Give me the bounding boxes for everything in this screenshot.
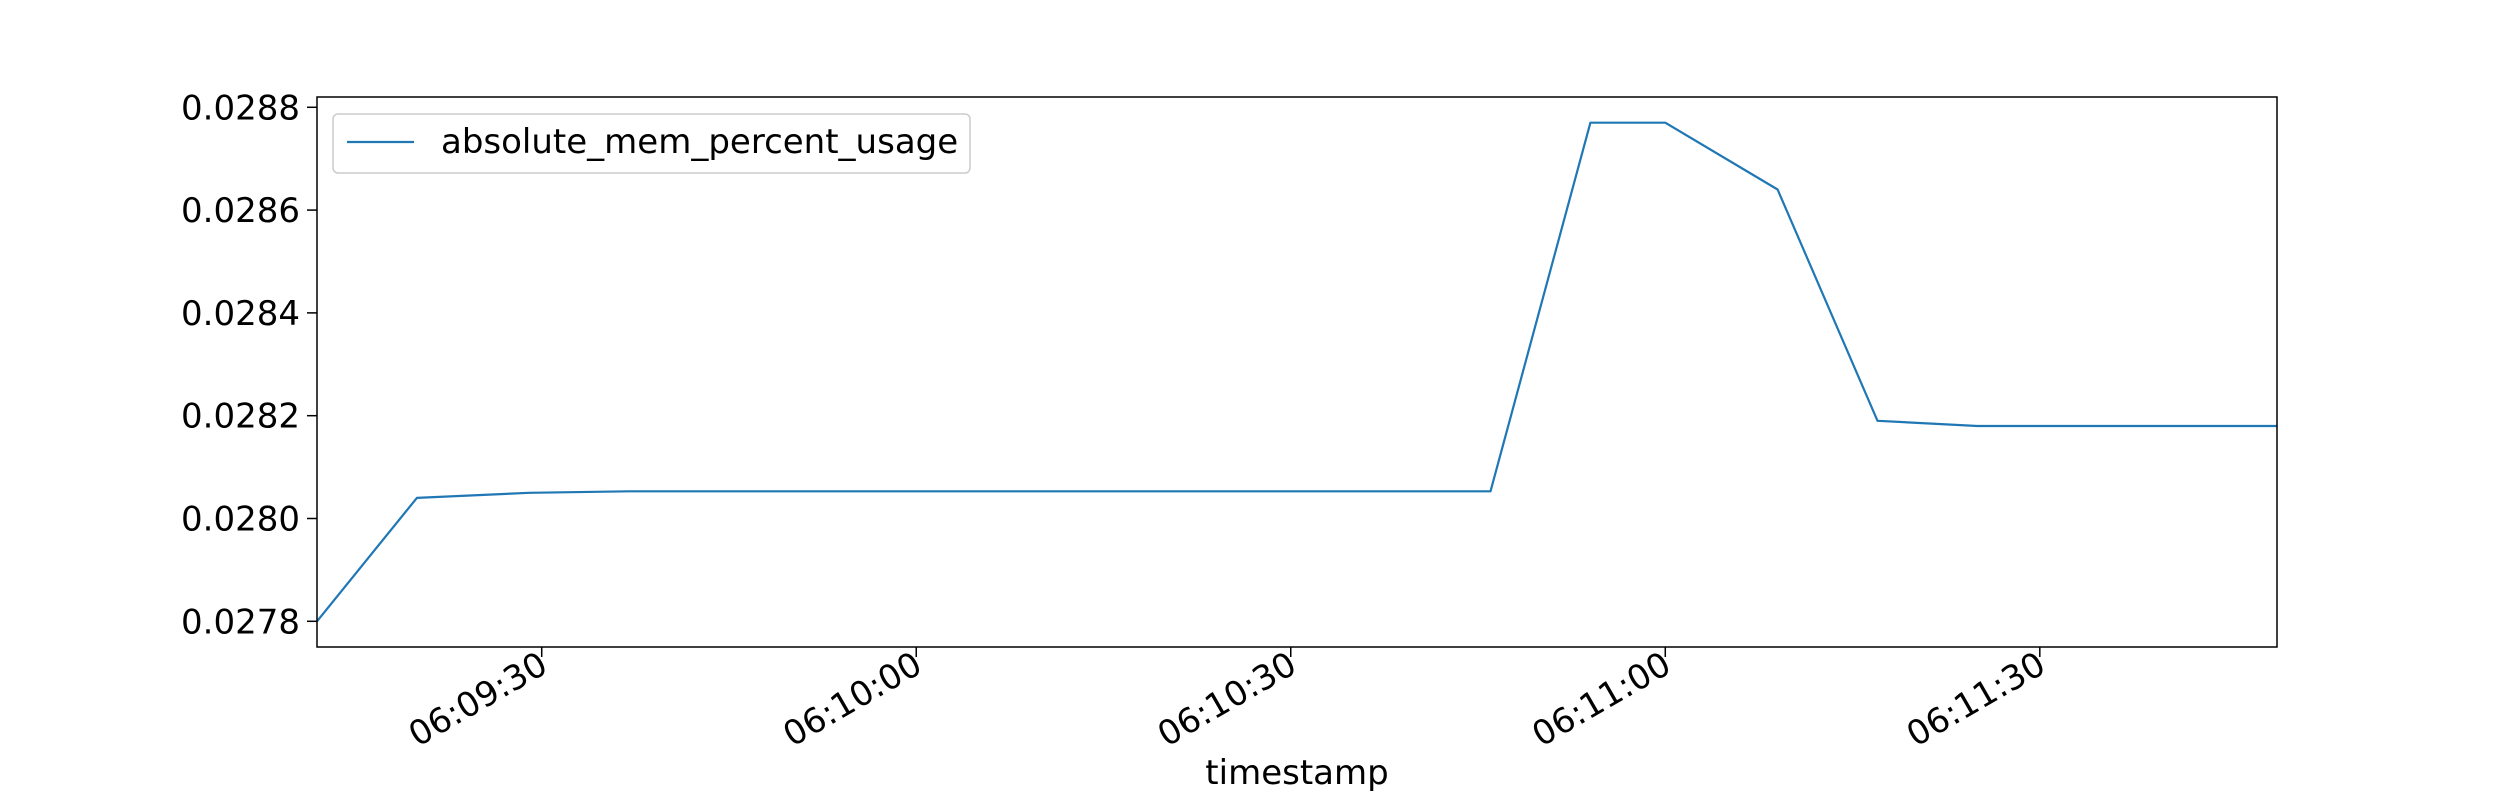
x-axis: 06:09:30 06:10:00 06:10:30 06:11:00 06:11:30 xyxy=(402,644,2052,755)
plot-frame xyxy=(316,96,2278,648)
legend-entry: absolute_mem_percent_usage xyxy=(441,122,958,162)
legend: absolute_mem_percent_usage xyxy=(332,113,971,174)
legend-box xyxy=(332,113,971,174)
series-layer xyxy=(316,121,2277,622)
x-tick-label: 06:11:30 xyxy=(1900,644,2052,755)
x-tick-label: 06:10:00 xyxy=(776,644,928,755)
y-axis: 0.0278 0.0280 0.0282 0.0284 0.0286 0.0288 xyxy=(181,88,317,642)
x-tick-label: 06:11:00 xyxy=(1526,644,1678,755)
x-tick-label: 06:09:30 xyxy=(402,644,554,755)
x-tick-label: 06:10:30 xyxy=(1151,644,1303,755)
y-tick-label: 0.0284 xyxy=(181,294,300,334)
y-tick-label: 0.0278 xyxy=(181,602,300,642)
series-line-0 xyxy=(316,121,2277,622)
y-tick-label: 0.0286 xyxy=(181,191,300,231)
y-tick-label: 0.0288 xyxy=(181,88,300,128)
y-tick-label: 0.0282 xyxy=(181,397,300,437)
y-tick-label: 0.0280 xyxy=(181,499,300,539)
x-axis-label: timestamp xyxy=(1205,753,1388,793)
